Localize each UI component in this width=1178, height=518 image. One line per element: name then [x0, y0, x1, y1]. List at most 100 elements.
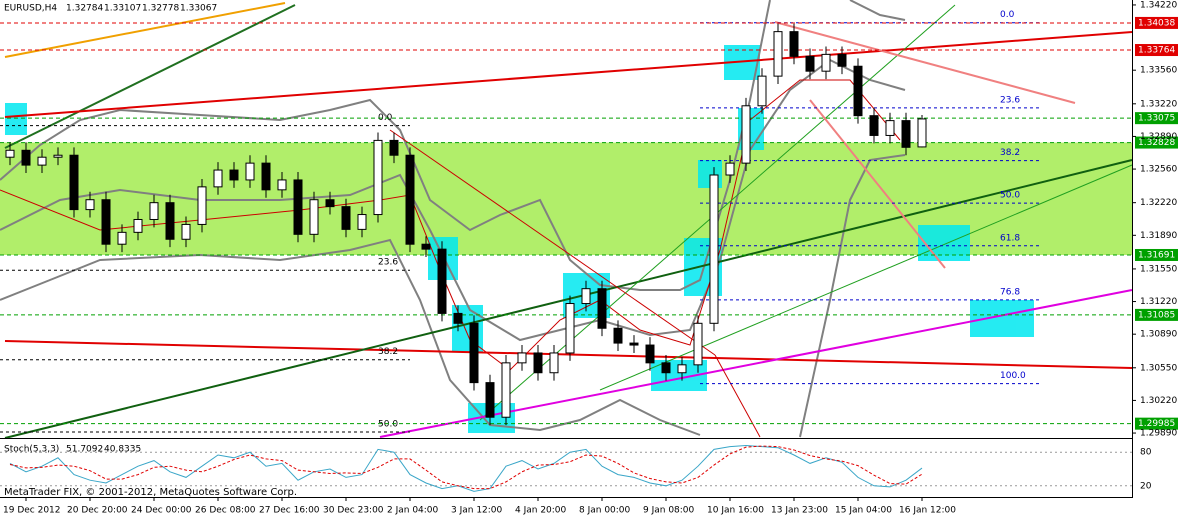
x-tick-label: 20 Dec 20:00: [67, 506, 128, 516]
level-label: 1.33764: [1138, 46, 1175, 56]
level-label: 1.31691: [1138, 250, 1175, 260]
ohlc-open: 1.32784: [66, 4, 103, 14]
x-tick-label: 2 Jan 04:00: [387, 506, 439, 516]
level-label: 1.34038: [1138, 18, 1175, 28]
candle-body: [373, 139, 383, 216]
candle-body: [901, 120, 911, 148]
y-tick-label: 1.30550: [1140, 363, 1177, 373]
candle-body: [469, 322, 479, 384]
indicators: [0, 0, 906, 438]
candle-body: [789, 31, 799, 57]
trend-line: [389, 129, 716, 356]
level-marker: [1135, 16, 1178, 29]
y-tick-label: 1.31220: [1140, 297, 1177, 307]
y-tick-label: 1.34220: [1140, 0, 1177, 10]
x-tick-label: 16 Jan 12:00: [899, 506, 956, 516]
level-marker: [1135, 112, 1178, 125]
trend-line: [4, 4, 296, 149]
pattern-box: [970, 300, 1034, 337]
level-marker: [1135, 44, 1178, 57]
candle-body: [341, 206, 351, 230]
candle-body: [805, 55, 815, 72]
candle-body: [133, 218, 143, 233]
candle-body: [917, 118, 927, 148]
fib-label: 76.8: [1000, 287, 1020, 297]
level-label: 1.31085: [1138, 310, 1175, 320]
x-tick-label: 19 Dec 2012: [3, 506, 61, 516]
candle-body: [645, 344, 655, 364]
candle-body: [85, 199, 95, 211]
stoch-line: [9, 444, 923, 492]
moving-average: [0, 79, 901, 371]
candle-body: [21, 149, 31, 166]
trend-line: [599, 164, 1133, 391]
ohlc-low: 1.32778: [142, 4, 179, 14]
level-label: 1.29985: [1138, 419, 1175, 429]
fib-label: 38.2: [378, 347, 398, 357]
candle-body: [869, 115, 879, 136]
x-tick-label: 10 Jan 16:00: [707, 506, 764, 516]
trend-line: [809, 99, 946, 269]
level-marker: [1135, 248, 1178, 261]
candle-body: [485, 382, 495, 418]
fib-label: 61.8: [1000, 233, 1020, 243]
candle-body: [693, 322, 703, 366]
candle-body: [229, 169, 239, 181]
stoch-tick-label: 80: [1140, 448, 1152, 458]
x-tick-label: 26 Dec 08:00: [195, 506, 256, 516]
copyright: MetaTrader FIX, © 2001-2012, MetaQuotes …: [4, 487, 297, 498]
y-tick-label: 1.32560: [1140, 165, 1177, 175]
candle-body: [101, 199, 111, 245]
trend-line: [4, 31, 1133, 118]
fib-label: 38.2: [1000, 148, 1020, 158]
candle-body: [325, 199, 335, 208]
candle-body: [885, 120, 895, 136]
candle-body: [565, 303, 575, 354]
stoch-tick-label: 20: [1140, 481, 1152, 491]
candle-body: [757, 75, 767, 107]
x-tick-label: 13 Jan 23:00: [771, 506, 828, 516]
pattern-box: [5, 103, 27, 135]
candle-body: [661, 362, 671, 374]
candle-body: [821, 53, 831, 72]
stoch-signal-value: 40.8335: [104, 445, 141, 455]
fib-label: 50.0: [1000, 191, 1020, 201]
y-tick-label: 1.33560: [1140, 66, 1177, 76]
y-tick-label: 1.32220: [1140, 198, 1177, 208]
candle-body: [245, 162, 255, 181]
trend-line: [4, 340, 1133, 369]
candle-body: [709, 174, 719, 324]
candle-body: [213, 169, 223, 188]
y-tick-label: 1.31550: [1140, 264, 1177, 274]
candle-body: [501, 362, 511, 418]
x-tick-label: 3 Jan 12:00: [451, 506, 503, 516]
level-layer: 1.34038 1.33764 1.33075 1.32828 1.31691 1.310…: [0, 16, 1178, 430]
candle-body: [581, 288, 591, 305]
x-tick-label: 27 Dec 16:00: [259, 506, 320, 516]
candle-body: [53, 154, 63, 158]
ohlc-close: 1.33067: [180, 4, 217, 14]
bollinger-middle: [0, 58, 906, 342]
candle-body: [405, 154, 415, 245]
bollinger-upper: [849, 0, 906, 21]
candle-body: [117, 231, 127, 245]
candle-body: [853, 65, 863, 117]
trend-lines: [4, 2, 1133, 439]
fib-label: 50.0: [378, 420, 398, 430]
candle-body: [741, 105, 751, 164]
fib-label: 23.6: [378, 258, 398, 268]
candle-body: [277, 179, 287, 191]
candle-body: [357, 214, 367, 230]
candle-body: [613, 327, 623, 344]
stoch-title: Stoch(5,3,3): [4, 445, 59, 455]
y-tick-label: 1.31890: [1140, 231, 1177, 241]
trend-line: [774, 21, 1076, 104]
candle-body: [293, 179, 303, 235]
bollinger-lower: [0, 238, 701, 436]
candle-body: [597, 288, 607, 329]
stoch-main-value: 51.7092: [66, 445, 103, 455]
